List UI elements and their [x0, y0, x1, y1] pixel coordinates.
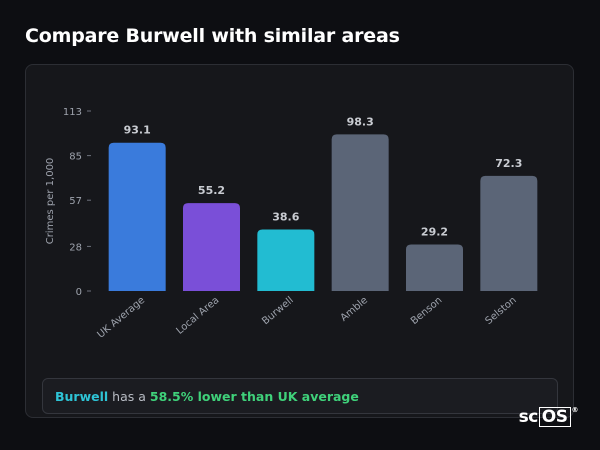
y-tick-label: 85 — [69, 152, 82, 163]
scos-logo: sc OS ® — [518, 406, 579, 427]
y-tick-label: 113 — [63, 107, 82, 118]
y-tick-label: 57 — [69, 196, 82, 207]
bar — [183, 203, 240, 291]
bar-value-label: 38.6 — [272, 211, 299, 224]
page-title: Compare Burwell with similar areas — [25, 25, 400, 47]
bar-value-label: 93.1 — [124, 124, 151, 137]
x-tick-label: Amble — [339, 295, 370, 324]
x-tick-label: Local Area — [174, 295, 221, 337]
bar — [406, 244, 463, 291]
y-tick-label: 28 — [69, 242, 82, 253]
bar — [331, 134, 389, 291]
y-tick-label: 0 — [76, 287, 82, 298]
bar-value-label: 72.3 — [495, 157, 522, 170]
summary-place: Burwell — [55, 388, 109, 404]
bar — [257, 229, 315, 291]
bar-value-label: 55.2 — [198, 184, 225, 197]
logo-box-text: OS — [538, 407, 571, 427]
bar — [108, 142, 166, 291]
bar-value-label: 98.3 — [347, 115, 374, 128]
x-tick-label: Selston — [483, 295, 518, 327]
x-tick-label: Benson — [409, 295, 444, 327]
comparison-card: Crimes per 1,000 0 28 57 85 113 93.1 UK Average… — [25, 64, 574, 418]
bar-value-label: 29.2 — [421, 225, 448, 238]
x-tick-label: Burwell — [260, 295, 296, 327]
y-axis-label: Crimes per 1,000 — [45, 158, 56, 245]
summary-stat: 58.5% lower than UK average — [149, 388, 359, 404]
x-tick-label: UK Average — [95, 295, 147, 341]
bar — [480, 175, 538, 291]
logo-registered-mark: ® — [571, 406, 579, 414]
summary-text: has a — [108, 388, 150, 404]
bar-chart: Crimes per 1,000 0 28 57 85 113 93.1 UK Average… — [45, 107, 538, 341]
logo-text: sc — [518, 407, 539, 427]
summary-banner: Burwell has a 58.5% lower than UK averag… — [42, 378, 558, 414]
